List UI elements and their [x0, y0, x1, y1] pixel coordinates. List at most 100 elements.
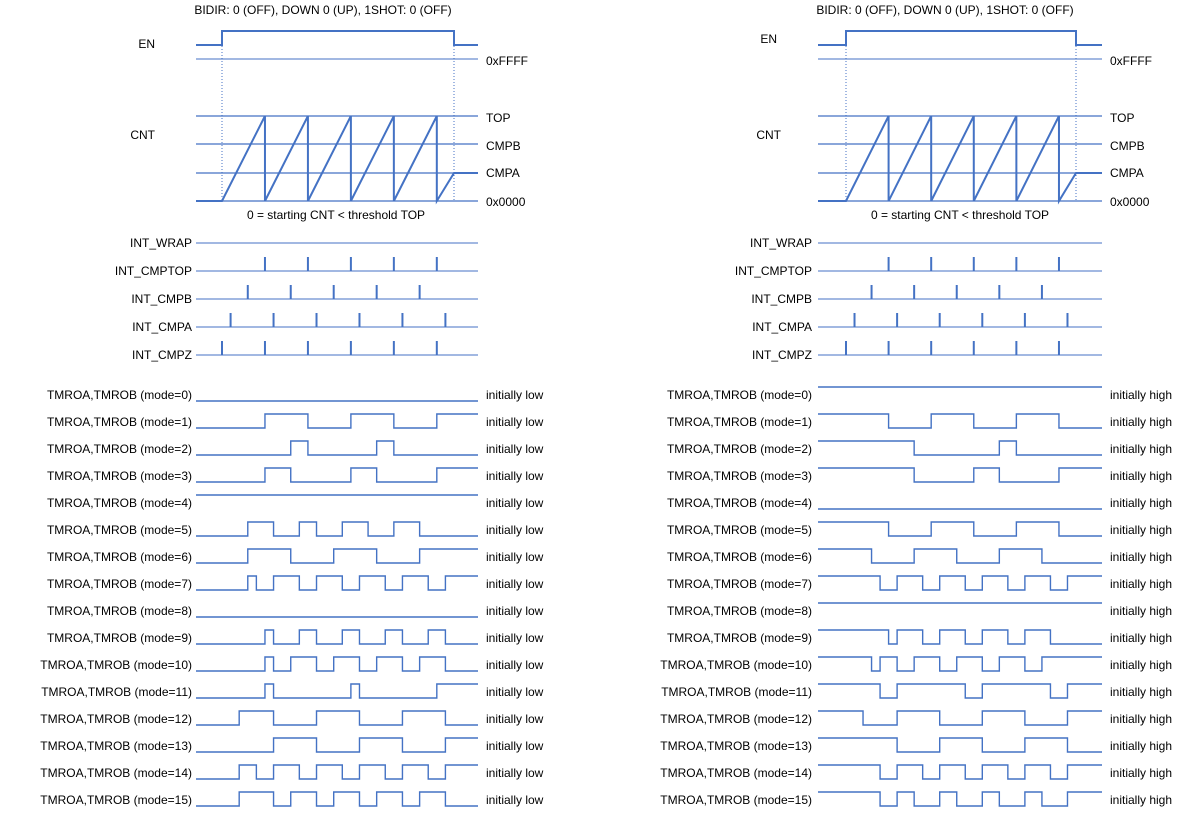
cnt-label: CNT — [756, 128, 781, 142]
level-label-top: TOP — [1110, 111, 1134, 125]
output-label: TMROA,TMROB (mode=12) — [40, 712, 192, 726]
output-waveform — [818, 440, 1102, 456]
output-waveform — [818, 764, 1102, 780]
output-note: initially low — [486, 442, 544, 456]
output-waveform — [818, 521, 1102, 537]
interrupt-label: INT_CMPA — [132, 320, 192, 334]
output-waveform — [196, 440, 478, 456]
output-label: TMROA,TMROB (mode=10) — [40, 658, 192, 672]
output-note: initially high — [1110, 577, 1172, 591]
output-note: initially high — [1110, 388, 1172, 402]
level-label-cmpa: CMPA — [486, 166, 520, 180]
output-label: TMROA,TMROB (mode=15) — [660, 793, 812, 807]
output-waveform — [196, 521, 478, 537]
en-waveform — [818, 30, 1102, 46]
level-label-ffff: 0xFFFF — [1110, 54, 1152, 68]
output-note: initially high — [1110, 631, 1172, 645]
output-label: TMROA,TMROB (mode=0) — [47, 388, 192, 402]
output-note: initially high — [1110, 496, 1172, 510]
output-note: initially high — [1110, 469, 1172, 483]
output-waveform — [818, 575, 1102, 591]
output-note: initially low — [486, 685, 544, 699]
output-note: initially high — [1110, 658, 1172, 672]
cnt-caption: 0 = starting CNT < threshold TOP — [871, 208, 1049, 222]
output-note: initially low — [486, 631, 544, 645]
output-label: TMROA,TMROB (mode=7) — [667, 577, 812, 591]
panel-left: BIDIR: 0 (OFF), DOWN 0 (UP), 1SHOT: 0 (O… — [40, 3, 543, 807]
level-label-top: TOP — [486, 111, 510, 125]
cnt-label: CNT — [130, 128, 155, 142]
output-note: initially low — [486, 550, 544, 564]
output-waveform — [818, 413, 1102, 429]
output-label: TMROA,TMROB (mode=5) — [47, 523, 192, 537]
level-label-zero: 0x0000 — [1110, 195, 1150, 209]
interrupt-label: INT_CMPTOP — [735, 264, 812, 278]
en-waveform — [196, 30, 478, 46]
output-label: TMROA,TMROB (mode=5) — [667, 523, 812, 537]
output-note: initially high — [1110, 415, 1172, 429]
output-label: TMROA,TMROB (mode=12) — [660, 712, 812, 726]
output-label: TMROA,TMROB (mode=11) — [41, 685, 192, 699]
output-note: initially low — [486, 658, 544, 672]
output-waveform — [196, 413, 478, 429]
output-waveform — [196, 575, 478, 591]
output-note: initially high — [1110, 523, 1172, 537]
output-label: TMROA,TMROB (mode=10) — [660, 658, 812, 672]
output-label: TMROA,TMROB (mode=2) — [667, 442, 812, 456]
output-note: initially low — [486, 793, 544, 807]
output-label: TMROA,TMROB (mode=14) — [40, 766, 192, 780]
output-waveform — [818, 791, 1102, 807]
output-note: initially low — [486, 577, 544, 591]
output-label: TMROA,TMROB (mode=13) — [40, 739, 192, 753]
interrupt-label: INT_CMPZ — [132, 348, 192, 362]
output-note: initially high — [1110, 685, 1172, 699]
output-label: TMROA,TMROB (mode=1) — [47, 415, 192, 429]
output-waveform — [818, 467, 1102, 483]
output-label: TMROA,TMROB (mode=6) — [47, 550, 192, 564]
level-label-cmpb: CMPB — [1110, 139, 1145, 153]
output-waveform — [196, 764, 478, 780]
output-waveform — [196, 710, 478, 726]
level-label-zero: 0x0000 — [486, 195, 526, 209]
level-label-cmpa: CMPA — [1110, 166, 1144, 180]
interrupt-label: INT_WRAP — [750, 236, 812, 250]
output-note: initially high — [1110, 739, 1172, 753]
output-label: TMROA,TMROB (mode=8) — [667, 604, 812, 618]
output-note: initially low — [486, 388, 544, 402]
output-note: initially high — [1110, 793, 1172, 807]
interrupt-label: INT_CMPTOP — [115, 264, 192, 278]
output-waveform — [196, 629, 478, 645]
output-note: initially low — [486, 739, 544, 753]
output-label: TMROA,TMROB (mode=1) — [667, 415, 812, 429]
output-label: TMROA,TMROB (mode=9) — [47, 631, 192, 645]
output-note: initially low — [486, 523, 544, 537]
cnt-sawtooth — [196, 115, 478, 205]
output-label: TMROA,TMROB (mode=11) — [661, 685, 812, 699]
output-label: TMROA,TMROB (mode=14) — [660, 766, 812, 780]
output-waveform — [818, 629, 1102, 645]
output-label: TMROA,TMROB (mode=3) — [47, 469, 192, 483]
output-note: initially high — [1110, 442, 1172, 456]
panel-header: BIDIR: 0 (OFF), DOWN 0 (UP), 1SHOT: 0 (O… — [194, 3, 451, 17]
en-label: EN — [138, 37, 155, 51]
interrupt-label: INT_WRAP — [130, 236, 192, 250]
output-waveform — [196, 791, 478, 807]
output-note: initially low — [486, 415, 544, 429]
output-label: TMROA,TMROB (mode=4) — [667, 496, 812, 510]
output-note: initially low — [486, 766, 544, 780]
output-waveform — [818, 656, 1102, 672]
interrupt-label: INT_CMPA — [752, 320, 812, 334]
interrupt-label: INT_CMPZ — [752, 348, 812, 362]
output-waveform — [196, 737, 478, 753]
output-note: initially high — [1110, 712, 1172, 726]
output-label: TMROA,TMROB (mode=13) — [660, 739, 812, 753]
cnt-sawtooth — [818, 115, 1102, 205]
output-label: TMROA,TMROB (mode=6) — [667, 550, 812, 564]
en-label: EN — [760, 32, 777, 46]
level-label-ffff: 0xFFFF — [486, 54, 528, 68]
output-label: TMROA,TMROB (mode=4) — [47, 496, 192, 510]
output-note: initially high — [1110, 766, 1172, 780]
panel-header: BIDIR: 0 (OFF), DOWN 0 (UP), 1SHOT: 0 (O… — [816, 3, 1073, 17]
output-waveform — [818, 710, 1102, 726]
